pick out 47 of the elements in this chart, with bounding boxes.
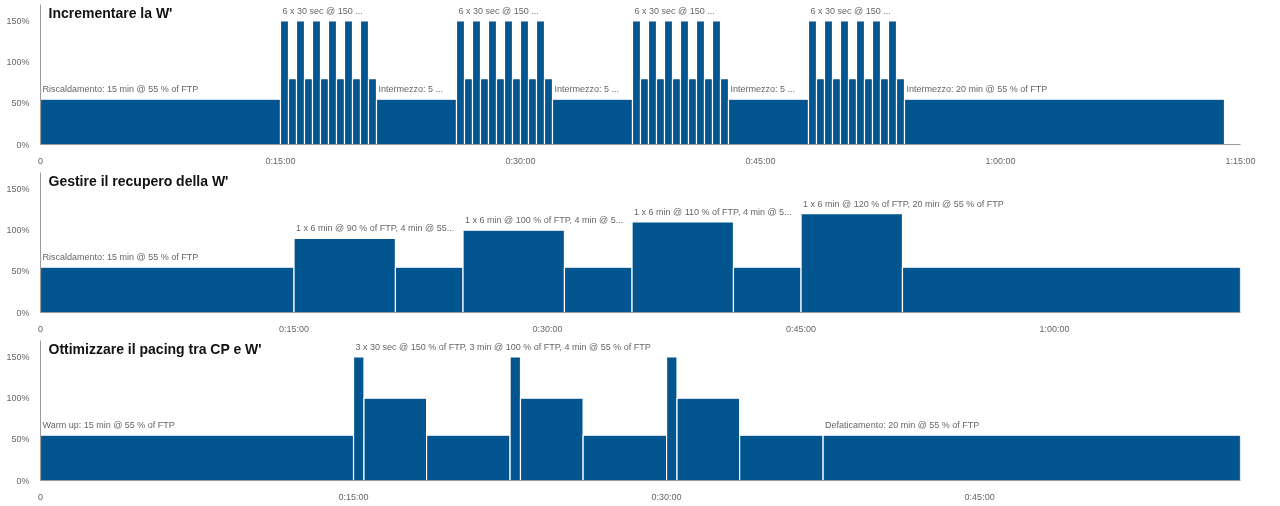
annotation: Riscaldamento: 15 min @ 55 % of FTP: [42, 84, 199, 95]
chart-title: Incrementare la W': [48, 4, 173, 21]
chart-title: Gestire il recupero della W': [48, 172, 229, 189]
annotation: Warm up: 15 min @ 55 % of FTP: [42, 420, 175, 431]
annotation: 6 x 30 sec @ 150 ...: [810, 5, 891, 16]
x-tick-label: 0: [38, 155, 44, 166]
x-tick-label: 0:15:00: [279, 323, 310, 334]
y-tick-label: 50%: [11, 98, 30, 109]
x-tick-label: 0:45:00: [786, 323, 817, 334]
y-tick-label: 50%: [11, 266, 30, 277]
chart-title: Ottimizzare il pacing tra CP e W': [48, 340, 262, 357]
annotation: Riscaldamento: 15 min @ 55 % of FTP: [42, 252, 199, 263]
annotation: 1 x 6 min @ 120 % of FTP, 20 min @ 55 % of FTP: [803, 198, 1004, 209]
annotation: 3 x 30 sec @ 150 % of FTP, 3 min @ 100 % of FTP, 4 min @ 55 % of FTP: [355, 341, 651, 352]
y-tick-label: 0%: [16, 307, 30, 318]
y-tick-label: 100%: [6, 57, 30, 68]
x-tick-label: 0: [38, 491, 44, 502]
y-tick-label: 100%: [6, 393, 30, 404]
annotation: Defaticamento: 20 min @ 55 % of FTP: [825, 420, 980, 431]
annotation: Intermezzo: 5 ...: [730, 84, 796, 95]
x-tick-label: 0: [38, 323, 44, 334]
x-tick-label: 0:45:00: [964, 491, 995, 502]
y-tick-label: 0%: [16, 475, 30, 486]
x-tick-label: 0:15:00: [265, 155, 296, 166]
y-tick-label: 150%: [6, 183, 30, 194]
x-tick-label: 1:00:00: [1039, 323, 1070, 334]
y-tick-label: 0%: [16, 139, 30, 150]
x-tick-label: 0:30:00: [651, 491, 682, 502]
annotation: 6 x 30 sec @ 150 ...: [458, 5, 539, 16]
y-tick-label: 100%: [6, 225, 30, 236]
y-tick-label: 150%: [6, 351, 30, 362]
annotation: Intermezzo: 5 ...: [554, 84, 620, 95]
x-tick-label: 0:45:00: [745, 155, 776, 166]
y-tick-label: 50%: [11, 434, 30, 445]
annotation: Intermezzo: 5 ...: [378, 84, 444, 95]
x-tick-label: 1:15:00: [1225, 155, 1256, 166]
annotation: 6 x 30 sec @ 150 ...: [282, 5, 363, 16]
annotation: Intermezzo: 20 min @ 55 % of FTP: [906, 84, 1048, 95]
annotation: 1 x 6 min @ 110 % of FTP, 4 min @ 5...: [634, 206, 792, 217]
annotation: 1 x 6 min @ 100 % of FTP, 4 min @ 5...: [465, 215, 624, 226]
x-tick-label: 0:30:00: [532, 323, 563, 334]
annotation: 6 x 30 sec @ 150 ...: [634, 5, 715, 16]
y-tick-label: 150%: [6, 15, 30, 26]
annotation: 1 x 6 min @ 90 % of FTP, 4 min @ 55...: [296, 223, 455, 234]
x-tick-label: 0:15:00: [338, 491, 369, 502]
x-tick-label: 0:30:00: [505, 155, 536, 166]
x-tick-label: 1:00:00: [985, 155, 1016, 166]
